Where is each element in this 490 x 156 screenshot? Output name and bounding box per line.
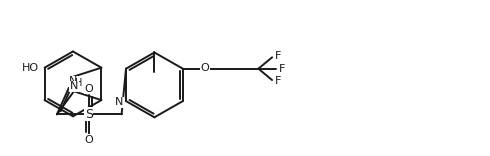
Text: HO: HO: [22, 63, 39, 73]
Text: F: F: [279, 64, 286, 74]
Text: H: H: [75, 78, 83, 88]
Text: N: N: [115, 97, 123, 107]
Text: N: N: [69, 76, 77, 86]
Text: O: O: [200, 63, 209, 73]
Text: F: F: [275, 51, 281, 61]
Text: O: O: [84, 135, 93, 145]
Text: S: S: [85, 108, 93, 121]
Text: N: N: [70, 81, 78, 91]
Text: O: O: [84, 84, 93, 94]
Text: F: F: [275, 76, 281, 86]
